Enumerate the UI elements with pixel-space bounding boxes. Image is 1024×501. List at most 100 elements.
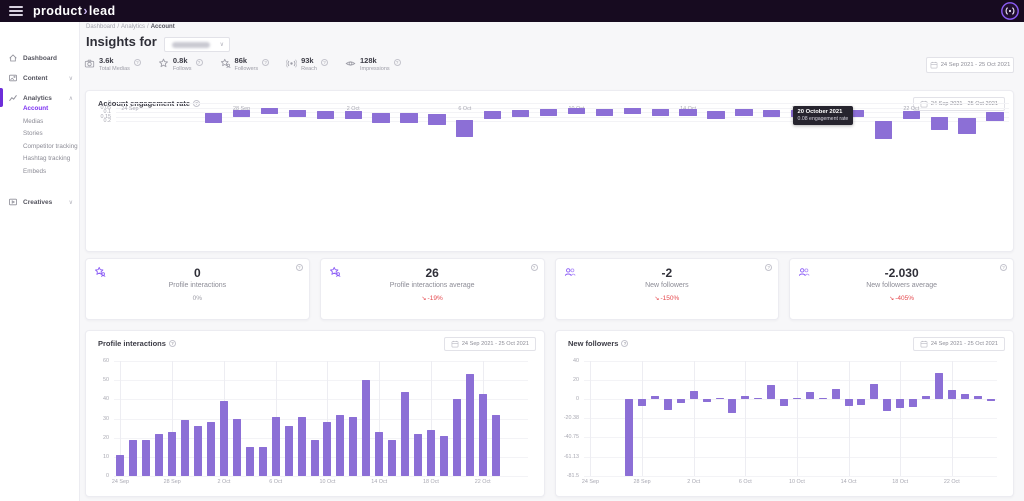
bar[interactable] xyxy=(181,420,190,476)
bar[interactable] xyxy=(767,384,776,399)
help-icon[interactable]: ? xyxy=(530,264,538,271)
bar[interactable] xyxy=(323,422,332,476)
help-icon[interactable]: ? xyxy=(168,340,176,347)
bar[interactable] xyxy=(846,110,865,118)
bar[interactable] xyxy=(857,398,866,405)
help-icon[interactable]: ? xyxy=(621,340,629,347)
bar[interactable] xyxy=(638,398,647,407)
bar[interactable] xyxy=(245,447,254,476)
help-icon[interactable]: ? xyxy=(321,59,328,66)
bar[interactable] xyxy=(595,109,613,116)
bar[interactable] xyxy=(870,383,879,399)
sidebar-subitem-competitor-tracking[interactable]: Competitor tracking xyxy=(23,142,78,150)
bar[interactable] xyxy=(930,116,948,130)
bar[interactable] xyxy=(754,397,763,399)
bar[interactable] xyxy=(288,110,307,118)
bar[interactable] xyxy=(844,398,853,407)
bar[interactable] xyxy=(316,111,334,120)
sidebar-item-dashboard[interactable]: Dashboard xyxy=(0,50,80,66)
bar[interactable] xyxy=(297,416,306,476)
bar[interactable] xyxy=(922,396,930,399)
bar[interactable] xyxy=(372,112,390,123)
bar[interactable] xyxy=(142,439,151,476)
bar[interactable] xyxy=(439,435,448,476)
bar[interactable] xyxy=(284,426,293,476)
help-icon[interactable]: ? xyxy=(765,264,773,271)
bar[interactable] xyxy=(702,398,711,402)
bar[interactable] xyxy=(735,109,753,116)
bar[interactable] xyxy=(986,398,995,401)
bar[interactable] xyxy=(511,110,530,118)
bar[interactable] xyxy=(707,111,725,120)
bar[interactable] xyxy=(818,397,827,399)
bar[interactable] xyxy=(428,113,446,125)
bar[interactable] xyxy=(902,111,920,120)
bar[interactable] xyxy=(831,389,840,399)
bar[interactable] xyxy=(883,398,892,412)
bar[interactable] xyxy=(960,394,969,399)
bar[interactable] xyxy=(689,391,698,399)
sidebar-item-analytics[interactable]: Analytics ∧ xyxy=(0,90,80,106)
bar[interactable] xyxy=(934,373,943,399)
bar[interactable] xyxy=(805,392,814,399)
product-lead-logo[interactable]: product›lead xyxy=(33,4,116,18)
bar[interactable] xyxy=(539,109,558,116)
bar[interactable] xyxy=(741,396,750,399)
bar[interactable] xyxy=(909,398,918,408)
bar[interactable] xyxy=(478,393,487,476)
bar[interactable] xyxy=(336,414,345,476)
bar[interactable] xyxy=(260,108,279,114)
bar[interactable] xyxy=(362,380,371,476)
bar[interactable] xyxy=(780,398,789,407)
bar[interactable] xyxy=(207,422,216,476)
bar[interactable] xyxy=(947,390,956,399)
sidebar-item-content[interactable]: Content ∨ xyxy=(0,70,80,86)
help-icon[interactable]: ? xyxy=(1000,264,1007,271)
bar[interactable] xyxy=(271,416,280,476)
bar[interactable] xyxy=(650,396,659,399)
breadcrumb-analytics[interactable]: Analytics xyxy=(121,24,146,30)
bar[interactable] xyxy=(874,121,893,139)
global-date-range-button[interactable]: 24 Sep 2021 - 25 Oct 2021 xyxy=(926,57,1014,73)
account-select-dropdown[interactable]: ∨ xyxy=(164,37,230,52)
bar[interactable] xyxy=(676,398,685,403)
bar[interactable] xyxy=(401,391,410,476)
sidebar-subitem-medias[interactable]: Medias xyxy=(23,117,44,125)
bar[interactable] xyxy=(205,112,223,123)
bar[interactable] xyxy=(129,439,138,476)
bar[interactable] xyxy=(763,110,781,118)
bar[interactable] xyxy=(456,120,474,138)
bar[interactable] xyxy=(388,439,397,476)
bar[interactable] xyxy=(986,112,1004,121)
new-followers-date-range-button[interactable]: 24 Sep 2021 - 25 Oct 2021 xyxy=(912,337,1005,351)
sidebar-subitem-account[interactable]: Account xyxy=(23,105,49,112)
bar[interactable] xyxy=(400,112,418,123)
hamburger-menu-icon[interactable] xyxy=(9,6,23,16)
bar[interactable] xyxy=(155,433,164,476)
help-icon[interactable]: ? xyxy=(195,59,203,66)
bar[interactable] xyxy=(896,398,905,409)
bar[interactable] xyxy=(792,397,801,399)
bar[interactable] xyxy=(310,439,319,476)
bar[interactable] xyxy=(625,398,634,476)
bar[interactable] xyxy=(375,431,384,476)
bar[interactable] xyxy=(116,454,125,476)
bar[interactable] xyxy=(426,430,435,476)
bar[interactable] xyxy=(567,108,586,114)
sidebar-item-creatives[interactable]: Creatives ∨ xyxy=(0,194,80,210)
breadcrumb-dashboard[interactable]: Dashboard xyxy=(86,24,116,30)
sidebar-subitem-embeds[interactable]: Embeds xyxy=(23,167,47,175)
bar[interactable] xyxy=(168,431,177,476)
bar[interactable] xyxy=(344,111,362,120)
bar[interactable] xyxy=(232,418,241,476)
bar[interactable] xyxy=(958,118,976,134)
bar[interactable] xyxy=(258,447,267,476)
bar[interactable] xyxy=(651,109,669,116)
bar[interactable] xyxy=(232,110,251,118)
bar[interactable] xyxy=(484,111,502,120)
bar[interactable] xyxy=(623,108,641,114)
bar[interactable] xyxy=(491,414,500,476)
bar[interactable] xyxy=(452,399,461,476)
bar[interactable] xyxy=(715,397,724,399)
help-icon[interactable]: ? xyxy=(262,59,270,66)
